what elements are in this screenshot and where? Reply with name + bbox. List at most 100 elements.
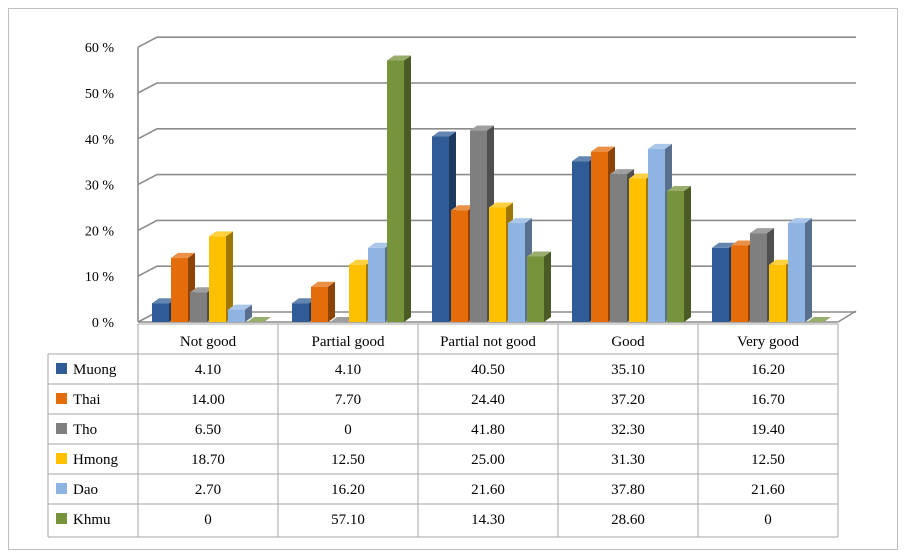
bar-face	[228, 309, 245, 322]
bar-face	[451, 210, 468, 322]
series-name: Dao	[73, 482, 98, 498]
bar-top	[368, 242, 392, 248]
bar-face	[610, 174, 627, 322]
gridline	[137, 36, 856, 48]
data-value: 14.30	[471, 512, 505, 528]
bar-face	[349, 264, 366, 322]
data-value: 0	[204, 512, 212, 528]
data-value: 6.50	[195, 422, 221, 438]
bar-top	[667, 186, 691, 192]
data-value: 14.00	[191, 392, 225, 408]
bar-face	[508, 223, 525, 322]
bar-face	[731, 245, 748, 322]
legend-key	[56, 393, 67, 404]
bar-top	[629, 173, 653, 179]
bar-top	[648, 143, 672, 149]
data-value: 24.40	[471, 392, 505, 408]
bar-khmu-good	[667, 186, 691, 322]
x-category-label: Partial good	[312, 334, 385, 350]
bars	[152, 55, 831, 323]
x-category-label: Good	[611, 334, 645, 350]
bar-top	[190, 287, 214, 293]
data-value: 41.80	[471, 422, 505, 438]
bar-face	[292, 303, 309, 322]
bar-top	[731, 240, 755, 246]
y-tick-label: 0 %	[92, 316, 115, 331]
bar-khmu-partial-not-good	[527, 251, 551, 322]
bar-top	[311, 281, 335, 287]
gridline	[137, 82, 856, 94]
x-category-label: Not good	[180, 334, 237, 350]
data-table: Not good Partial good Partial not good Good…	[47, 323, 839, 538]
bar-top	[750, 228, 774, 234]
data-value: 28.60	[611, 512, 645, 528]
bar-top	[470, 125, 494, 131]
gridline	[137, 173, 856, 186]
data-value: 37.80	[611, 482, 645, 498]
bar-face	[311, 286, 328, 322]
data-value: 12.50	[331, 452, 365, 468]
bar-face	[209, 236, 226, 322]
bar-top	[451, 205, 475, 211]
bar-face	[527, 256, 544, 322]
data-value: 0	[344, 422, 352, 438]
legend-key	[56, 483, 67, 494]
data-value: 12.50	[751, 452, 785, 468]
bar-khmu-very-good	[807, 317, 831, 322]
bar-face	[591, 151, 608, 322]
bar-top	[591, 146, 615, 152]
data-value: 4.10	[335, 362, 361, 378]
bar-top	[489, 202, 513, 208]
bar-top	[527, 251, 551, 257]
bar-top	[572, 156, 596, 162]
series-name: Muong	[73, 362, 117, 378]
data-value: 16.20	[751, 362, 785, 378]
y-tick-label: 40 %	[85, 133, 115, 148]
bar-top	[712, 242, 736, 248]
data-value: 21.60	[751, 482, 785, 498]
series-name: Thai	[73, 392, 101, 408]
data-value: 31.30	[611, 452, 645, 468]
bar-side	[544, 251, 551, 322]
data-value: 37.20	[611, 392, 645, 408]
bar-top	[807, 317, 831, 322]
data-value: 7.70	[335, 392, 361, 408]
series-name: Hmong	[73, 452, 119, 468]
bar-top	[209, 231, 233, 237]
bar-face	[489, 207, 506, 322]
bar-face	[470, 130, 487, 322]
chart-frame	[8, 8, 898, 550]
bar-top	[508, 218, 532, 224]
gridline	[137, 128, 856, 140]
bar-face	[667, 191, 684, 322]
bar-side	[684, 186, 691, 322]
bar-thai-not-good	[171, 252, 195, 322]
bar-dao-very-good	[788, 218, 812, 322]
bar-top	[349, 259, 373, 265]
data-value: 21.60	[471, 482, 505, 498]
y-tick-label: 20 %	[85, 224, 115, 239]
data-value: 18.70	[191, 452, 225, 468]
legend-key	[56, 423, 67, 434]
bar-side	[245, 304, 252, 322]
bar-face	[712, 247, 729, 322]
bar-thai-partial-good	[311, 281, 335, 322]
bar-face	[171, 257, 188, 322]
legend-key	[56, 363, 67, 374]
bar-top	[432, 131, 456, 137]
bar-side	[404, 55, 411, 323]
legend-key	[56, 513, 67, 524]
bar-side	[805, 218, 812, 322]
bar-face	[572, 161, 589, 322]
bar-face	[190, 292, 207, 322]
bar-top	[171, 252, 195, 258]
data-value: 4.10	[195, 362, 221, 378]
y-axis: 0 % 10 % 20 % 30 % 40 % 50 % 60 %	[85, 41, 115, 331]
bar-face	[750, 233, 767, 322]
x-category-label: Partial not good	[440, 334, 536, 350]
bar-face	[152, 303, 169, 322]
bar-top	[387, 55, 411, 61]
data-value: 35.10	[611, 362, 645, 378]
series-name: Khmu	[73, 512, 111, 528]
